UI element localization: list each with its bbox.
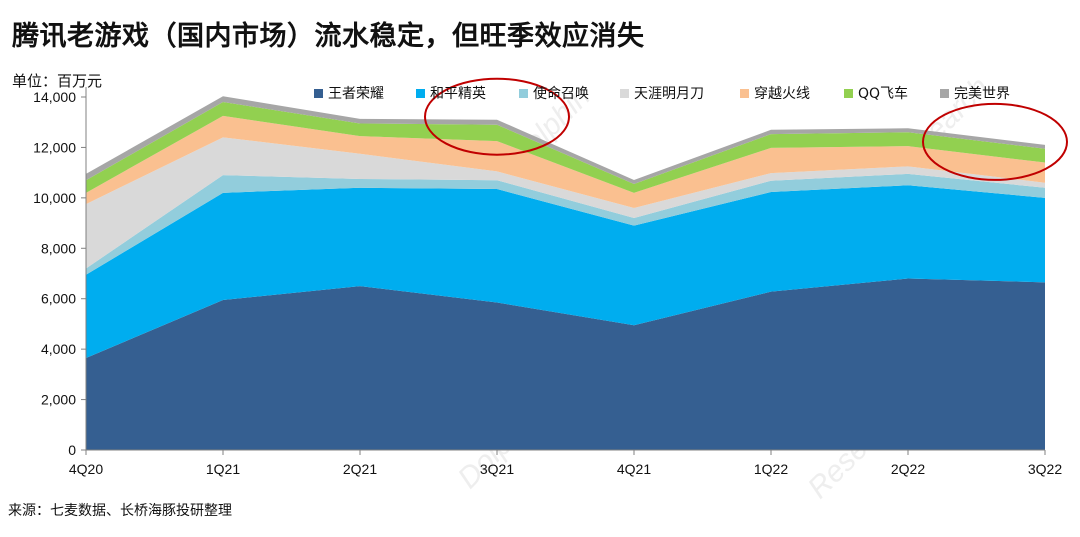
x-tick-label: 3Q22 <box>1028 461 1062 477</box>
legend-label: 王者荣耀 <box>328 86 384 102</box>
x-tick-label: 1Q21 <box>206 461 240 477</box>
legend-label: 和平精英 <box>430 85 486 102</box>
y-tick-label: 12,000 <box>33 139 76 155</box>
legend-label: 天涯明月刀 <box>634 86 704 102</box>
annotations <box>424 77 1068 181</box>
legend-label: 完美世界 <box>954 86 1010 102</box>
y-tick-label: 2,000 <box>41 392 76 408</box>
x-tick-label: 4Q21 <box>617 461 651 477</box>
legend-label: 穿越火线 <box>754 86 810 102</box>
legend: 王者荣耀 和平精英 使命召唤 天涯明月刀 穿越火线 QQ飞车 完美世界 <box>314 85 1010 102</box>
x-tick-label: 4Q20 <box>69 461 103 477</box>
series-area-3 <box>86 137 1045 269</box>
unit-label: 单位：百万元 <box>12 72 103 90</box>
y-tick-label: 14,000 <box>33 89 76 105</box>
legend-swatch <box>519 89 528 98</box>
legend-swatch <box>416 89 425 98</box>
y-tick-label: 6,000 <box>41 291 76 307</box>
x-tick-label: 3Q21 <box>480 461 514 477</box>
x-tick-label: 2Q22 <box>891 461 925 477</box>
legend-swatch <box>844 89 853 98</box>
y-tick-label: 8,000 <box>41 240 76 256</box>
legend-swatch <box>314 89 323 98</box>
series-area-4 <box>86 115 1045 208</box>
source-note: 来源：七麦数据、长桥海豚投研整理 <box>8 503 232 519</box>
y-tick-label: 4,000 <box>41 341 76 357</box>
y-tick-label: 10,000 <box>33 190 76 206</box>
legend-swatch <box>940 89 949 98</box>
series-area-5 <box>86 102 1045 193</box>
legend-swatch <box>620 89 629 98</box>
series-area-0 <box>86 278 1045 450</box>
annotation-ellipse-0 <box>424 77 570 156</box>
series-area-1 <box>86 185 1045 358</box>
x-tick-label: 1Q22 <box>754 461 788 477</box>
series-areas <box>86 96 1045 450</box>
annotation-ellipse-1 <box>922 102 1068 181</box>
legend-label: 使命召唤 <box>533 85 589 102</box>
series-area-2 <box>86 173 1045 275</box>
x-tick-label: 2Q21 <box>343 461 377 477</box>
axes: 0 2,000 4,000 6,000 8,000 10,000 12,000 14,000 4… <box>33 87 1062 477</box>
legend-swatch <box>740 89 749 98</box>
legend-label: QQ飞车 <box>858 85 908 102</box>
chart-title: 腾讯老游戏（国内市场）流水稳定，但旺季效应消失 <box>12 21 645 52</box>
y-tick-label: 0 <box>68 442 76 458</box>
